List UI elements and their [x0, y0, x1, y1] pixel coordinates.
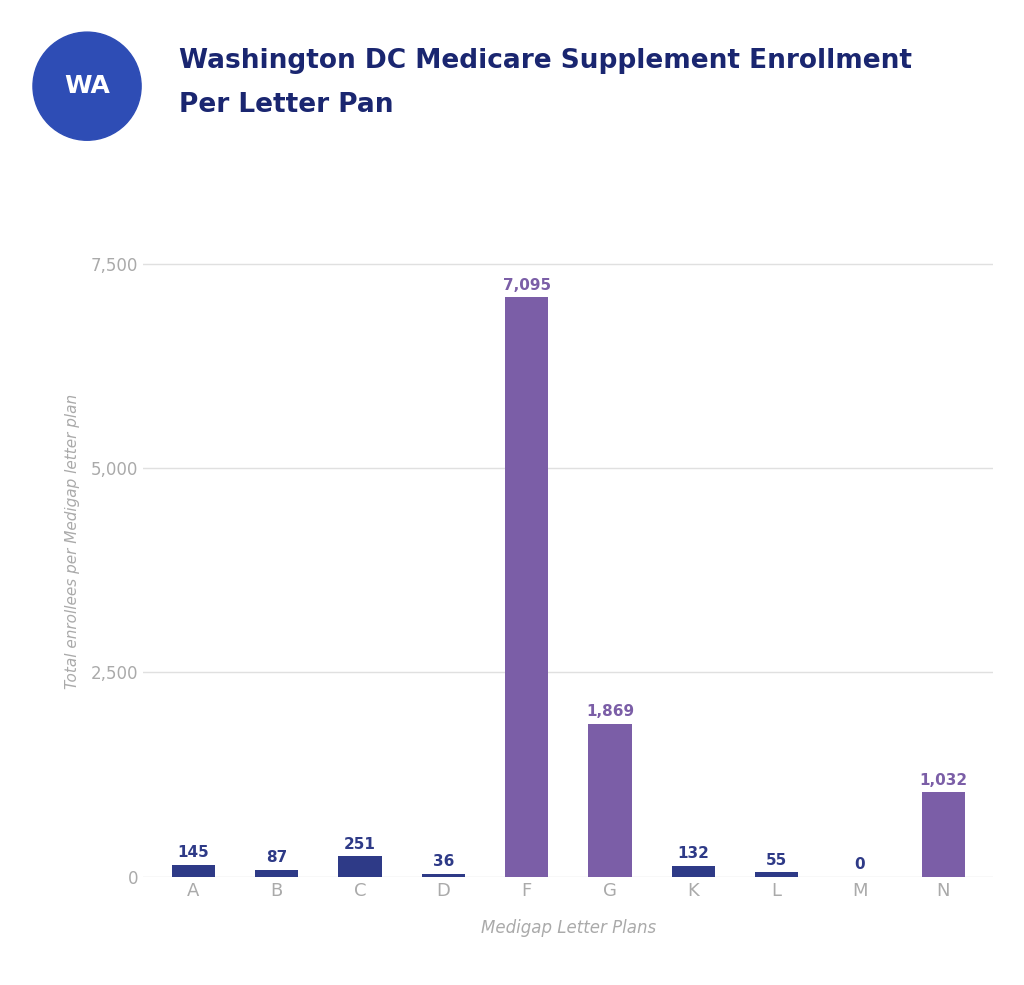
Bar	[589, 724, 632, 877]
Text: 87: 87	[266, 850, 288, 865]
Text: 55: 55	[766, 853, 787, 868]
Text: Washington DC Medicare Supplement Enrollment: Washington DC Medicare Supplement Enroll…	[179, 48, 912, 74]
X-axis label: Medigap Letter Plans: Medigap Letter Plans	[480, 919, 656, 937]
Text: 145: 145	[177, 845, 209, 860]
Text: 7,095: 7,095	[503, 278, 551, 293]
Text: Per Letter Pan: Per Letter Pan	[179, 93, 393, 118]
Bar	[755, 872, 799, 877]
Text: 251: 251	[344, 836, 376, 852]
Bar	[255, 870, 298, 877]
Y-axis label: Total enrollees per Medigap letter plan: Total enrollees per Medigap letter plan	[65, 394, 80, 690]
Bar	[338, 856, 382, 877]
Bar	[422, 874, 465, 877]
Text: 36: 36	[433, 854, 454, 869]
Bar	[922, 792, 965, 877]
Text: 132: 132	[677, 846, 710, 861]
Circle shape	[33, 33, 141, 140]
Bar	[505, 297, 548, 877]
Text: WA: WA	[65, 74, 110, 98]
Text: 0: 0	[855, 857, 865, 872]
Text: 1,869: 1,869	[586, 704, 634, 719]
Text: 1,032: 1,032	[920, 773, 968, 788]
Bar	[172, 865, 215, 877]
Bar	[672, 866, 715, 877]
